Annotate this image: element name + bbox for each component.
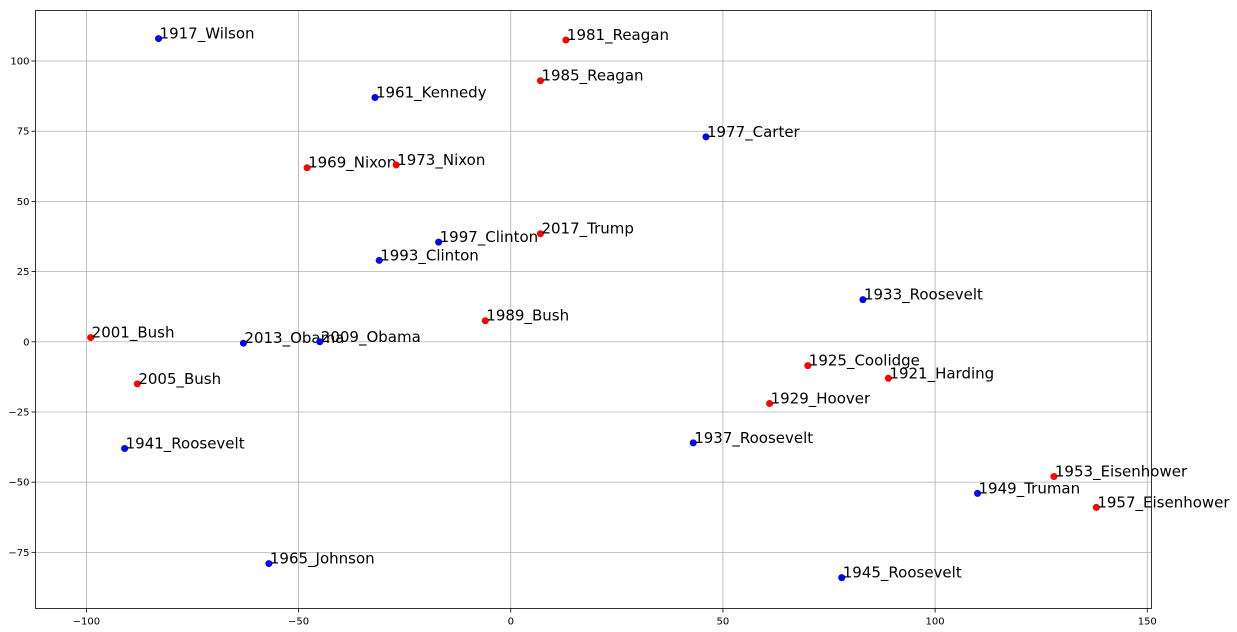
data-point — [1050, 473, 1058, 481]
data-point-label: 2009_Obama — [321, 328, 421, 347]
data-point-label: 1969_Nixon — [308, 154, 396, 173]
data-point-label: 1965_Johnson — [270, 550, 375, 569]
data-point-label: 1953_Eisenhower — [1055, 463, 1188, 482]
data-point-label: 1985_Reagan — [541, 67, 643, 86]
data-point-label: 1949_Truman — [979, 479, 1081, 498]
data-point-label: 2005_Bush — [138, 370, 221, 389]
data-point — [435, 238, 443, 246]
x-tick-label: 0 — [508, 617, 514, 628]
plot-frame — [35, 10, 1152, 609]
data-point — [87, 334, 95, 342]
data-point-label: 1957_Eisenhower — [1097, 493, 1230, 512]
data-point-label: 1977_Carter — [707, 123, 801, 142]
data-point-label: 1997_Clinton — [440, 228, 539, 247]
data-point-label: 1993_Clinton — [380, 246, 479, 265]
y-tick-label: 25 — [17, 267, 30, 278]
data-point-label: 2017_Trump — [541, 220, 633, 239]
y-tick-label: 50 — [17, 197, 30, 208]
data-point — [371, 94, 379, 102]
data-point — [121, 444, 129, 452]
data-point — [859, 296, 867, 304]
y-tick-label: −25 — [8, 407, 29, 418]
data-point — [974, 489, 982, 497]
data-point — [1092, 503, 1100, 511]
x-tick-label: −50 — [288, 617, 309, 628]
data-point — [239, 339, 247, 347]
y-tick-label: −75 — [8, 548, 29, 559]
data-point — [155, 35, 163, 43]
data-point — [392, 161, 400, 169]
data-point-label: 1945_Roosevelt — [843, 564, 962, 583]
data-point-label: 1921_Harding — [889, 364, 994, 383]
data-point-label: 1925_Coolidge — [809, 352, 920, 371]
data-point-label: 1981_Reagan — [567, 26, 669, 45]
data-point — [884, 374, 892, 382]
y-tick-label: 0 — [23, 337, 29, 348]
data-point-label: 2001_Bush — [92, 324, 175, 343]
data-point — [562, 36, 570, 44]
data-point-label: 1933_Roosevelt — [864, 286, 983, 305]
data-point — [536, 77, 544, 85]
data-points: 1917_Wilson 1981_Reagan 1985_Reagan 1961_Ke… — [87, 25, 1230, 583]
x-tick-label: 150 — [1138, 617, 1157, 628]
data-point — [838, 574, 846, 582]
data-point-label: 1989_Bush — [486, 307, 569, 326]
x-tick-label: −100 — [73, 617, 100, 628]
data-point — [689, 439, 697, 447]
data-point-label: 1961_Kennedy — [376, 84, 487, 103]
data-point-label: 1929_Hoover — [771, 390, 871, 409]
data-point — [536, 230, 544, 238]
data-point — [316, 338, 324, 346]
data-point — [766, 400, 774, 408]
data-point — [375, 256, 383, 264]
data-point-label: 1917_Wilson — [160, 25, 255, 44]
data-point — [303, 164, 311, 172]
x-tick-label: 50 — [717, 617, 730, 628]
y-tick-label: 75 — [17, 127, 30, 138]
data-point-label: 1941_Roosevelt — [126, 434, 245, 453]
data-point — [804, 362, 812, 370]
data-point-label: 1973_Nixon — [397, 151, 485, 170]
data-point — [702, 133, 710, 141]
data-point-label: 1937_Roosevelt — [694, 429, 813, 448]
y-tick-label: −50 — [8, 478, 29, 489]
data-point — [265, 560, 273, 568]
x-tick-label: 100 — [926, 617, 945, 628]
grid — [35, 10, 1152, 609]
axis-ticks: −100 −50 0 50 100 150 −75 −50 −25 0 25 50 75 100 — [8, 57, 1156, 628]
y-tick-label: 100 — [10, 57, 29, 68]
data-point — [133, 380, 141, 388]
data-point — [481, 317, 489, 325]
